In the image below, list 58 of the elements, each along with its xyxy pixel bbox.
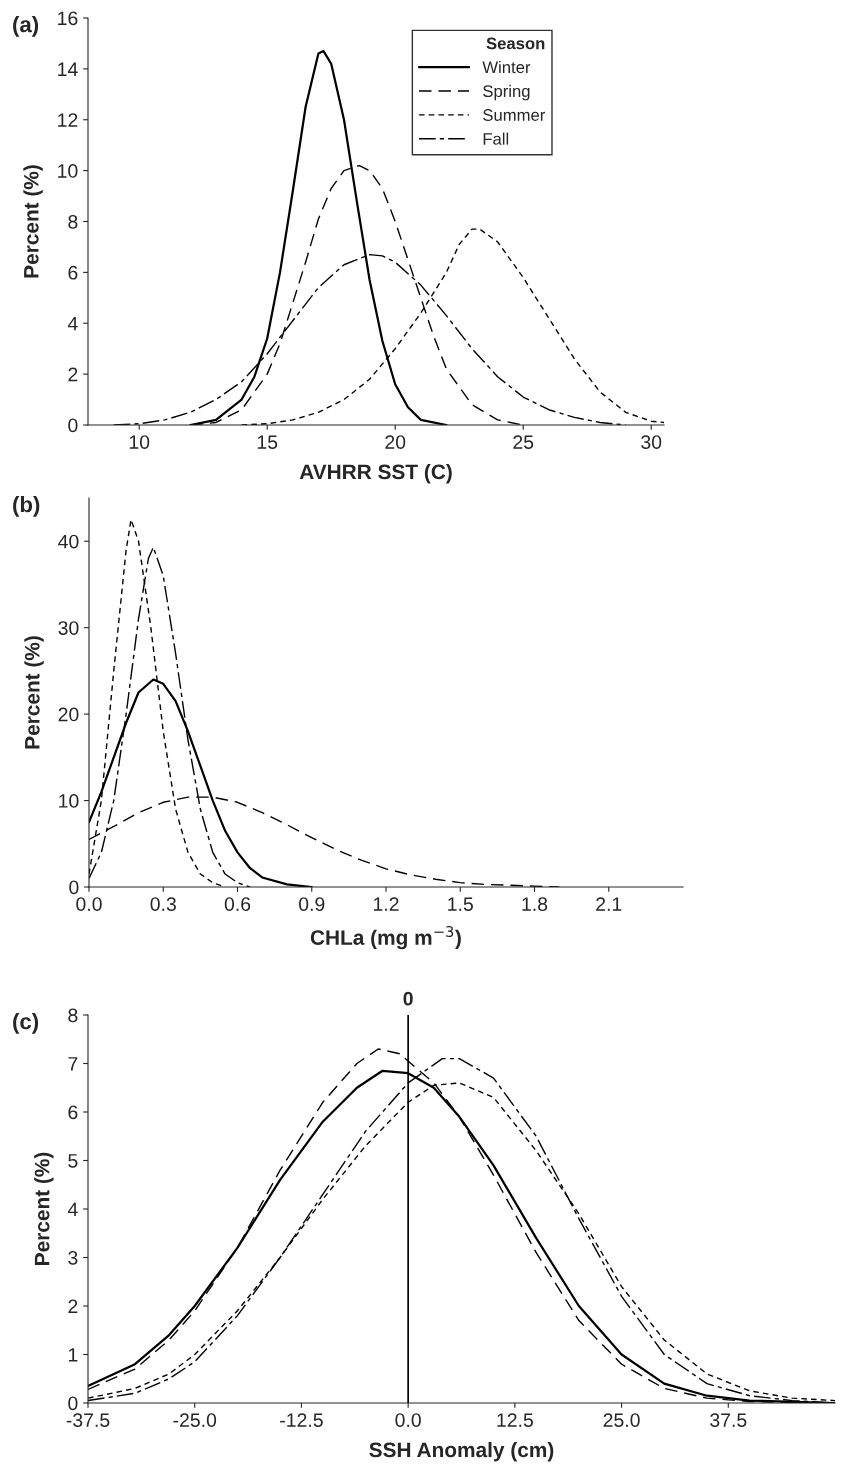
x-tick-label: 0.3 xyxy=(150,897,176,911)
y-tick-label: 0 xyxy=(68,418,78,433)
y-axis-title: Percent (%) xyxy=(24,636,44,749)
y-tick-label: 7 xyxy=(68,1057,78,1071)
x-axis-title: CHLa (mg m$^{−3}$) xyxy=(310,925,461,950)
y-tick-label: 8 xyxy=(68,1008,78,1023)
legend-label: Fall xyxy=(483,132,509,145)
x-tick-label: 0.0 xyxy=(395,1413,421,1427)
x-axis-title: SSH Anomaly (cm) xyxy=(369,1441,554,1462)
x-tick-label: 37.5 xyxy=(710,1413,747,1427)
x-tick-label: 10 xyxy=(129,435,150,449)
legend-label: Spring xyxy=(483,84,530,101)
chart-title: (b) xyxy=(13,496,40,517)
y-tick-label: 30 xyxy=(58,621,79,635)
x-tick-label: -37.5 xyxy=(66,1413,110,1427)
y-tick-label: 4 xyxy=(67,1202,78,1217)
x-tick-label: 2.1 xyxy=(596,897,622,911)
y-axis-title: Percent (%) xyxy=(23,165,43,278)
y-tick-label: 2 xyxy=(68,1299,78,1314)
y-tick-label: 20 xyxy=(58,707,79,722)
chart-title: (a) xyxy=(13,16,39,37)
y-tick-label: 12 xyxy=(58,113,78,127)
y-tick-label: 5 xyxy=(68,1154,78,1168)
x-tick-label: 1.8 xyxy=(522,897,548,911)
y-tick-label: 16 xyxy=(58,11,78,26)
legend-label: Summer xyxy=(483,109,546,121)
x-tick-label: 0.9 xyxy=(299,897,325,911)
y-tick-label: 6 xyxy=(68,265,78,280)
y-axis-title: Percent (%) xyxy=(34,1152,54,1265)
y-tick-label: 8 xyxy=(68,214,78,229)
x-tick-label: 1.2 xyxy=(373,897,399,911)
y-tick-label: 3 xyxy=(68,1250,78,1265)
x-tick-label: 20 xyxy=(385,435,406,449)
x-tick-label: 0.0 xyxy=(76,897,102,911)
x-tick-label: 30 xyxy=(641,435,662,449)
y-tick-label: 10 xyxy=(59,794,79,808)
y-tick-label: 0 xyxy=(68,1396,78,1411)
y-tick-label: 14 xyxy=(58,62,78,76)
y-tick-label: 0 xyxy=(69,880,79,895)
y-tick-label: 2 xyxy=(68,367,78,382)
y-tick-label: 40 xyxy=(58,534,79,549)
x-tick-label: 1.5 xyxy=(448,897,473,911)
y-tick-label: 1 xyxy=(68,1348,78,1362)
legend-title: Season xyxy=(486,37,545,50)
legend-label: Winter xyxy=(482,60,531,74)
x-tick-label: 12.5 xyxy=(497,1413,533,1427)
x-axis-title: AVHRR SST (C) xyxy=(299,463,452,484)
ref-line-label: 0 xyxy=(403,991,413,1006)
x-tick-label: 25 xyxy=(513,435,534,449)
y-tick-label: 4 xyxy=(67,316,78,331)
x-tick-label: 25.0 xyxy=(603,1413,640,1427)
chart-title: (c) xyxy=(13,1013,39,1034)
x-tick-label: -12.5 xyxy=(280,1413,323,1427)
y-tick-label: 10 xyxy=(58,164,78,178)
y-tick-label: 6 xyxy=(68,1105,78,1120)
x-tick-label: 15 xyxy=(257,435,278,449)
x-tick-label: 0.6 xyxy=(224,897,251,911)
x-tick-label: -25.0 xyxy=(173,1413,217,1427)
